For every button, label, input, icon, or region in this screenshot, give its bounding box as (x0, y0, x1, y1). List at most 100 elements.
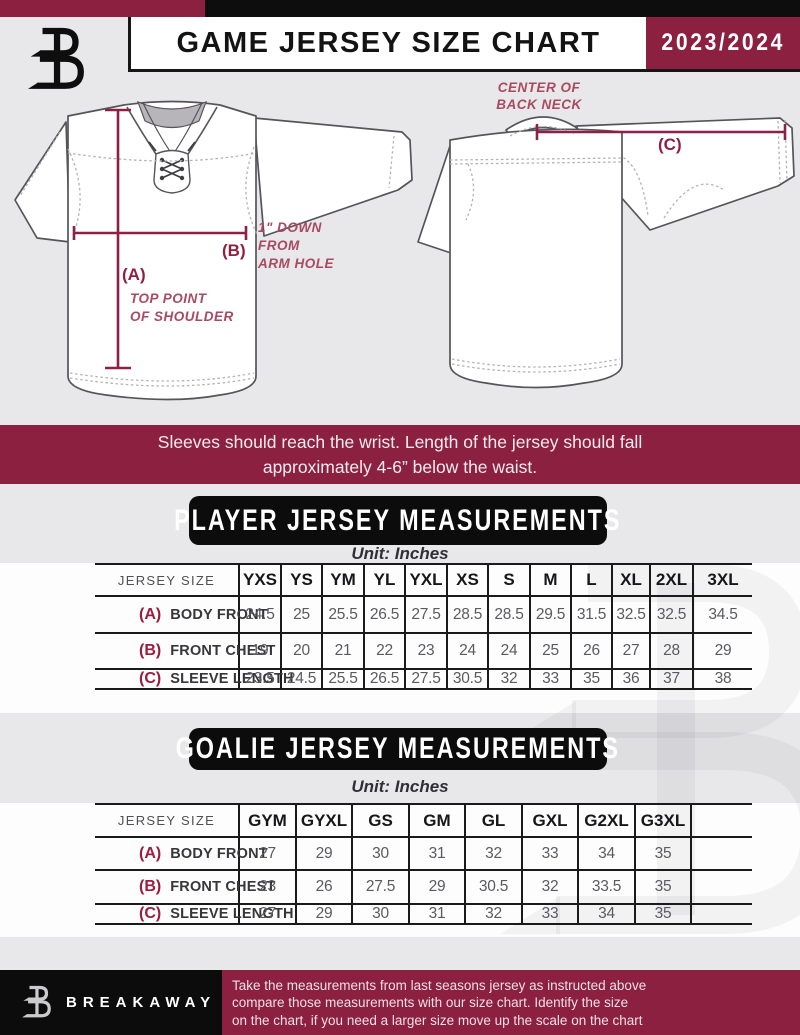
goalie-unit-label: Unit: Inches (351, 777, 449, 796)
top-strip-black (205, 0, 800, 17)
measurement-cell: 34 (577, 903, 635, 925)
footer-note-line3: on the chart, if you need a larger size … (232, 1012, 643, 1028)
blank-header-cell (690, 803, 752, 837)
goalie-section-title: GOALIE JERSEY MEASUREMENTS (175, 732, 621, 765)
measurement-cell: 33.5 (577, 869, 635, 904)
logo-tail-mid (30, 50, 41, 57)
measurement-cell: 30 (351, 903, 409, 925)
player-section-title: PLAYER JERSEY MEASUREMENTS (174, 503, 622, 537)
row-label: SLEEVE LENGTH (170, 671, 294, 687)
size-header-cell: GM (408, 803, 465, 837)
note-c-line2: BACK NECK (496, 97, 582, 112)
measurement-cell: 26.5 (363, 668, 405, 690)
row-label: BODY FRONT (170, 606, 268, 623)
row-label-cell: (B) FRONT CHEST (95, 869, 275, 904)
measurement-cell: 26.5 (363, 595, 405, 633)
size-header-row: JERSEY SIZE YXS YS YM YL YXL XS S M L XL 2XL 3XL (95, 563, 752, 596)
measurement-cell: 32 (464, 836, 522, 870)
size-header-cell: XL (611, 563, 650, 596)
row-label-cell: (C) SLEEVE LENGTH (95, 903, 293, 925)
footer-note-line2: compare those measurements with our size… (232, 995, 629, 1011)
row-key: (B) (139, 878, 162, 895)
measurement-cell: 34.5 (692, 595, 752, 633)
measurement-cell: 35 (634, 836, 691, 870)
measurement-cell: 31 (408, 903, 465, 925)
size-header-cell: YXS (238, 563, 281, 596)
measurement-cell: 24 (487, 632, 530, 669)
footer-brand-area: BREAKAWAY (0, 970, 222, 1035)
fit-note-line2: approximately 4-6” below the waist. (262, 456, 538, 477)
measurement-cell: 27 (238, 903, 296, 925)
measurement-cell: 29 (408, 869, 465, 904)
measurement-row: (B) FRONT CHEST 23 26 27.5 29 30.5 32 33.5 35 (95, 869, 752, 904)
front-right-sleeve (253, 117, 413, 237)
measurement-cell: 36 (611, 668, 650, 690)
blank-cell (690, 903, 752, 925)
size-header-cell: G3XL (634, 803, 691, 837)
title-box: GAME JERSEY SIZE CHART (128, 17, 646, 72)
size-header-cell: 3XL (692, 563, 752, 596)
front-lace-placket (153, 149, 191, 194)
measurement-cell: 32 (464, 903, 522, 925)
measurement-cell: 29 (692, 632, 752, 669)
size-header-cell: GXL (521, 803, 578, 837)
measurement-cell: 31.5 (570, 595, 612, 633)
measurement-row: (C) SLEEVE LENGTH 27 29 30 31 32 33 34 35 (95, 903, 752, 925)
row-key: (A) (139, 605, 162, 623)
measurement-row: (A) BODY FRONT 27 29 30 31 32 33 34 35 (95, 836, 752, 870)
row-label-cell: (B) FRONT CHEST (95, 632, 275, 669)
back-right-sleeve (575, 117, 795, 231)
size-header-cell: M (529, 563, 571, 596)
measurement-cell: 32.5 (649, 595, 693, 633)
footer-note-line1: Take the measurements from last seasons … (232, 978, 647, 993)
measurement-cell: 29 (295, 836, 352, 870)
measurement-cell: 26 (295, 869, 352, 904)
row-label: BODY FRONT (170, 845, 268, 862)
size-header-cell: YL (363, 563, 405, 596)
measurement-cell: 25 (280, 595, 322, 633)
label-b: (B) (222, 241, 246, 260)
note-a-line1: TOP POINT (130, 291, 208, 306)
top-strip-maroon (0, 0, 205, 17)
footer-note-area: Take the measurements from last seasons … (222, 970, 800, 1035)
measurement-cell: 29.5 (529, 595, 571, 633)
measurement-cell: 34 (577, 836, 635, 870)
player-section-banner: PLAYER JERSEY MEASUREMENTS (174, 496, 620, 545)
measurement-cell: 24 (446, 632, 488, 669)
measurement-cell: 27.5 (404, 595, 447, 633)
row-label: FRONT CHEST (170, 879, 276, 895)
measurement-cell: 35 (634, 903, 691, 925)
front-jersey-diagram: (B) 1" DOWN FROM ARM HOLE (A) TOP POINT … (14, 100, 413, 401)
breakaway-logo-icon (28, 27, 84, 89)
size-header-cell: YM (321, 563, 364, 596)
size-header-cell: YS (280, 563, 322, 596)
page-title: GAME JERSEY SIZE CHART (176, 26, 601, 59)
blank-cell (690, 836, 752, 870)
measurement-cell: 30.5 (446, 668, 488, 690)
measurement-cell: 28.5 (487, 595, 530, 633)
size-header-cell: GL (464, 803, 522, 837)
measurement-cell: 21 (321, 632, 364, 669)
measurement-cell: 35 (634, 869, 691, 904)
measurement-line-a (105, 108, 131, 370)
row-label-cell: (C) SLEEVE LENGTH (95, 668, 293, 690)
measurement-line-c (535, 124, 787, 140)
row-label-cell: (A) BODY FRONT (95, 836, 268, 870)
measurement-row: (B) FRONT CHEST 19 20 21 22 23 24 24 25 26 27 28 29 (95, 632, 752, 669)
measurement-cell: 25.5 (321, 595, 364, 633)
row-key: (A) (139, 844, 162, 862)
fit-note-banner: Sleeves should reach the wrist. Length o… (0, 425, 800, 484)
measurement-cell: 33 (521, 836, 578, 870)
measurement-cell: 27.5 (351, 869, 409, 904)
measurement-cell: 38 (692, 668, 752, 690)
measurement-row: (A) BODY FRONT 24.5 25 25.5 26.5 27.5 28.5 28.5 2… (95, 595, 752, 633)
front-body (67, 100, 257, 401)
measurement-cell: 27 (611, 632, 650, 669)
measurement-cell: 23.5 (238, 668, 281, 690)
note-b-line2: FROM (258, 238, 300, 253)
measurement-cell: 26 (570, 632, 612, 669)
measurement-cell: 19 (238, 632, 281, 669)
back-jersey-diagram: (C) CENTER OF BACK NECK (417, 80, 795, 389)
measurement-row: (C) SLEEVE LENGTH 23.5 24.5 25.5 26.5 27.5 30.5… (95, 668, 752, 690)
